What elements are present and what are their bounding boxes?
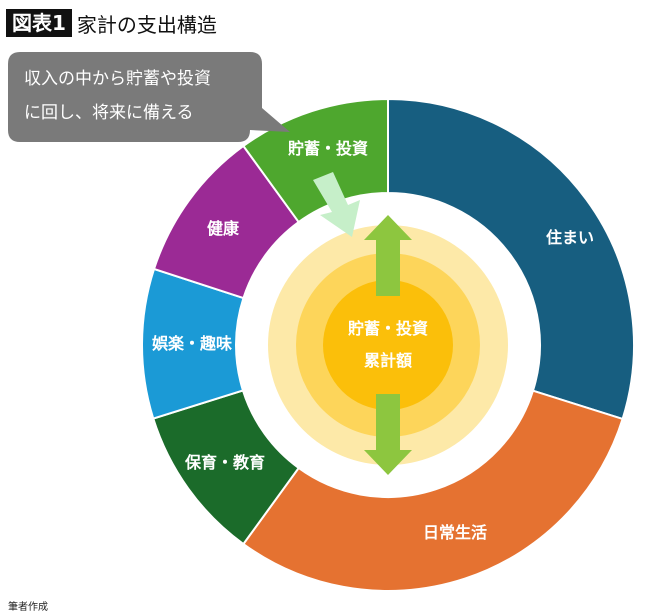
flow-arrow-icon [313, 172, 360, 237]
callout-line-2: に回し、将来に備える [24, 103, 194, 123]
figure-title-text: 家計の支出構造 [76, 12, 217, 37]
segment-label: 娯楽・趣味 [152, 334, 232, 353]
source-note: 筆者作成 [8, 602, 48, 613]
segment-label: 日常生活 [423, 523, 487, 542]
figure-title: 図表1 家計の支出構造 [6, 8, 217, 38]
segment-label: 健康 [207, 219, 240, 238]
segment-label: 保育・教育 [184, 453, 265, 472]
segment-0 [387, 97, 635, 421]
center-label-2: 累計額 [364, 351, 412, 370]
segment-label: 住まい [546, 228, 594, 247]
center-core [323, 280, 453, 410]
callout-bubble: 収入の中から貯蓄や投資 に回し、将来に備える [8, 52, 290, 142]
center-label-1: 貯蓄・投資 [348, 319, 428, 338]
figure-badge: 図表1 [6, 9, 72, 37]
segment-label: 貯蓄・投資 [288, 139, 368, 158]
double-arrow-icon [364, 215, 412, 475]
segment-1 [242, 389, 624, 592]
callout-line-1: 収入の中から貯蓄や投資 [24, 69, 211, 89]
